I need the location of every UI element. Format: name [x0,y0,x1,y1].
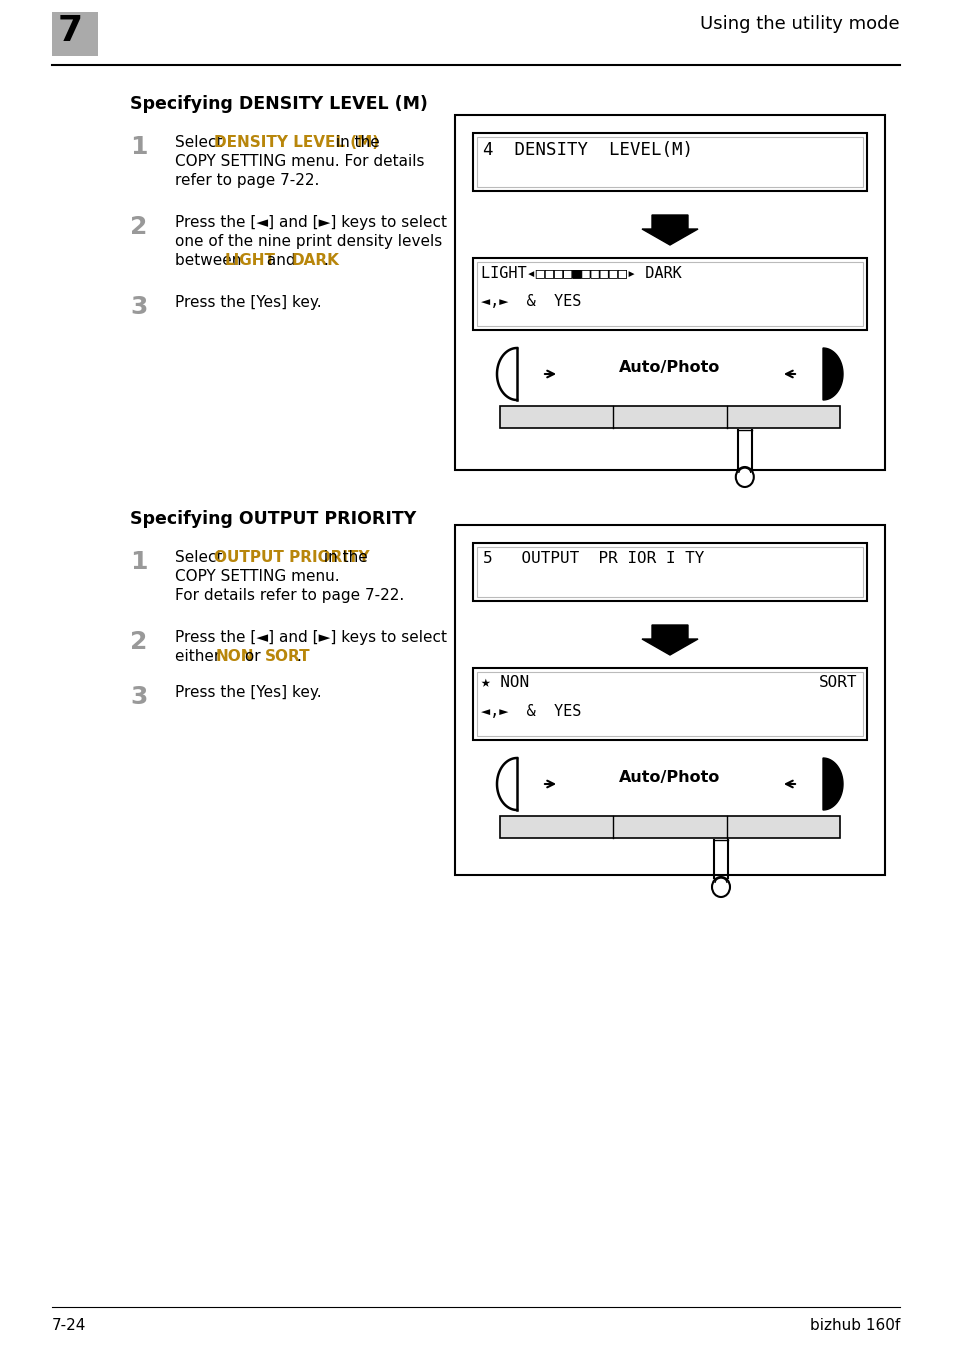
Text: OUTPUT PRIORITY: OUTPUT PRIORITY [213,550,369,565]
Bar [473,132,866,191]
Text: ◄,►  &  YES: ◄,► & YES [480,293,580,310]
Text: For details refer to page 7-22.: For details refer to page 7-22. [174,588,404,603]
Text: between: between [174,253,246,268]
Polygon shape [641,625,698,654]
Text: Using the utility mode: Using the utility mode [700,15,899,32]
Text: in the: in the [318,550,367,565]
Text: 3: 3 [130,685,147,708]
Text: 4  DENSITY  LEVEL(M): 4 DENSITY LEVEL(M) [482,141,692,160]
Bar [499,406,840,429]
Text: and: and [262,253,300,268]
Text: Press the [Yes] key.: Press the [Yes] key. [174,685,321,700]
Text: Press the [◄] and [►] keys to select: Press the [◄] and [►] keys to select [174,630,447,645]
Bar [455,525,884,875]
Text: ★ NON: ★ NON [480,675,529,690]
Text: SORT: SORT [265,649,311,664]
Text: 2: 2 [130,630,147,654]
Bar [476,262,862,326]
Text: either: either [174,649,225,664]
Text: 3: 3 [130,295,147,319]
Text: LIGHT: LIGHT [225,253,275,268]
Text: Specifying OUTPUT PRIORITY: Specifying OUTPUT PRIORITY [130,510,416,529]
Text: Specifying DENSITY LEVEL (M): Specifying DENSITY LEVEL (M) [130,95,428,114]
Text: 7-24: 7-24 [52,1318,87,1333]
Polygon shape [822,347,842,400]
Text: or: or [240,649,265,664]
Text: one of the nine print density levels: one of the nine print density levels [174,234,442,249]
Bar [499,817,840,838]
Text: bizhub 160f: bizhub 160f [809,1318,899,1333]
Text: Select: Select [174,135,227,150]
Text: Auto/Photo: Auto/Photo [618,771,720,786]
Bar [476,548,862,598]
Text: 2: 2 [130,215,147,239]
Text: COPY SETTING menu. For details: COPY SETTING menu. For details [174,154,424,169]
Polygon shape [497,347,517,400]
Text: Press the [◄] and [►] keys to select: Press the [◄] and [►] keys to select [174,215,447,230]
Text: DENSITY LEVEL (M): DENSITY LEVEL (M) [213,135,378,150]
Text: Press the [Yes] key.: Press the [Yes] key. [174,295,321,310]
Text: ◄,►  &  YES: ◄,► & YES [480,704,580,719]
Text: LIGHT◂□□□□■□□□□□▸ DARK: LIGHT◂□□□□■□□□□□▸ DARK [480,265,681,280]
Bar [476,137,862,187]
Text: 5   OUTPUT  PR IOR I TY: 5 OUTPUT PR IOR I TY [482,552,703,566]
Polygon shape [641,215,698,245]
Bar [473,544,866,602]
Bar [473,258,866,330]
FancyBboxPatch shape [52,12,98,55]
Bar [455,115,884,470]
Polygon shape [822,758,842,810]
Polygon shape [497,758,517,810]
Bar [476,672,862,735]
Text: 1: 1 [130,550,148,575]
Text: refer to page 7-22.: refer to page 7-22. [174,173,319,188]
Text: Auto/Photo: Auto/Photo [618,360,720,375]
Ellipse shape [711,877,729,896]
Text: .: . [295,649,300,664]
Text: in the: in the [331,135,379,150]
Bar [473,668,866,740]
Text: DARK: DARK [292,253,339,268]
Text: SORT: SORT [818,675,856,690]
Text: 7: 7 [58,14,83,49]
Text: 1: 1 [130,135,148,160]
Text: COPY SETTING menu.: COPY SETTING menu. [174,569,339,584]
Text: Select: Select [174,550,227,565]
Text: NON: NON [215,649,254,664]
Text: .: . [323,253,328,268]
Ellipse shape [735,466,753,487]
